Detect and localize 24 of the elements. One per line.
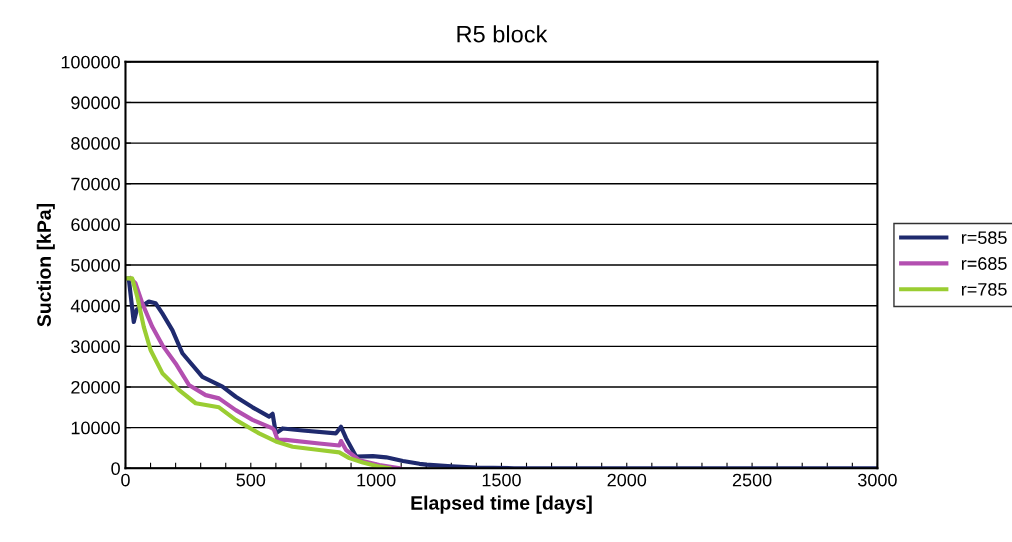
x-tick-label: 1500 [482, 473, 521, 487]
y-tick-label: 20000 [71, 380, 120, 394]
y-tick-label: 10000 [71, 421, 120, 435]
y-tick-label: 70000 [71, 177, 120, 191]
x-tick-label: 500 [236, 473, 266, 487]
x-tick-label: 2500 [732, 473, 772, 487]
chart-title: R5 block [457, 25, 548, 43]
y-tick-label: 30000 [71, 340, 120, 354]
y-axis-title: Suction [kPa] [36, 204, 55, 327]
legend-label: r=585 [961, 231, 1007, 245]
y-tick-label: 80000 [71, 137, 120, 150]
y-tick-label: 50000 [71, 258, 120, 272]
x-axis-title: Elapsed time [days] [411, 495, 592, 514]
x-tick-label: 2000 [607, 473, 647, 487]
y-tick-label: 0 [111, 462, 120, 476]
x-tick-label: 1000 [357, 473, 396, 487]
y-tick-label: 40000 [70, 299, 120, 313]
legend-label: r=685 [961, 257, 1007, 270]
legend-label: r=785 [961, 282, 1007, 296]
y-tick-label: 100000 [61, 55, 120, 69]
y-tick-label: 90000 [71, 96, 120, 110]
y-tick-label: 60000 [71, 218, 120, 232]
x-tick-label: 0 [121, 473, 130, 487]
x-tick-label: 3000 [858, 473, 897, 487]
